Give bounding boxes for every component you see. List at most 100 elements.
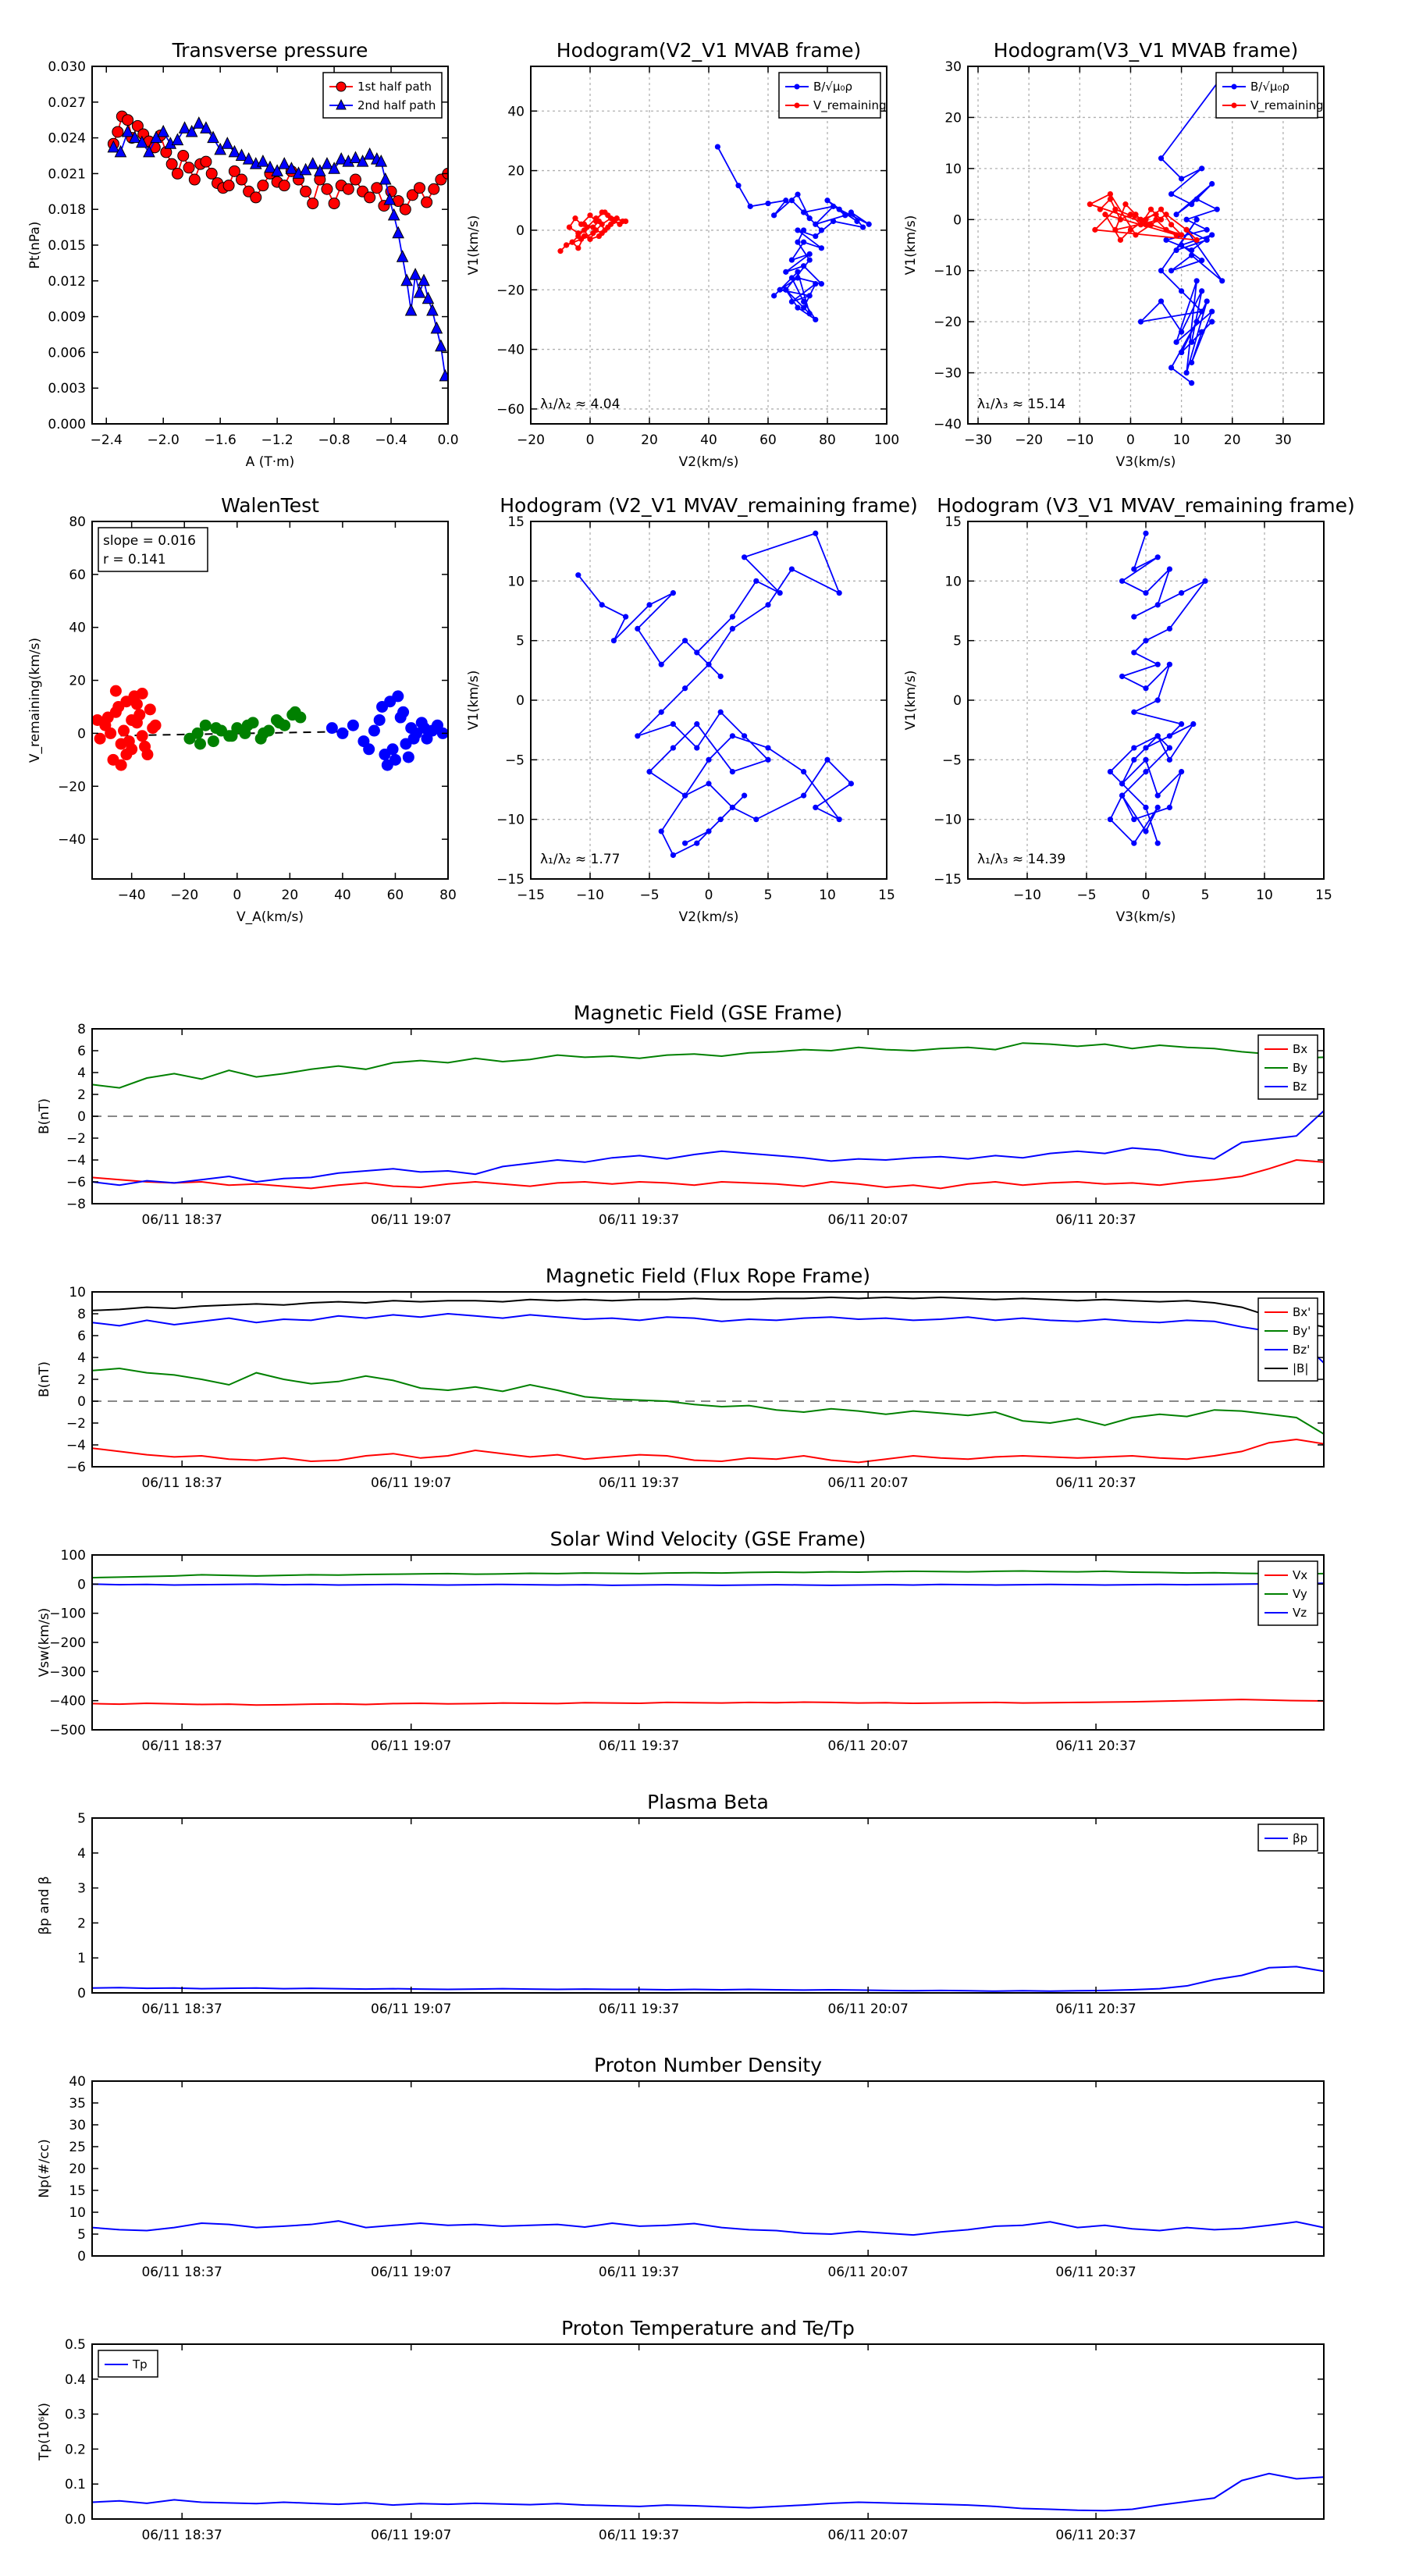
data-point <box>824 756 831 763</box>
y-tick-label: 5 <box>953 634 962 649</box>
data-point <box>1119 673 1126 680</box>
x-tick-label: 06/11 19:07 <box>371 1475 451 1491</box>
data-point <box>381 759 393 771</box>
data-point <box>1158 216 1165 222</box>
y-tick-label: 0.1 <box>65 2477 86 2492</box>
data-point <box>694 745 700 751</box>
axes-frame <box>91 521 449 880</box>
data-point <box>818 281 824 287</box>
data-point <box>122 114 134 126</box>
data-point <box>1143 590 1149 596</box>
data-point <box>1173 212 1179 218</box>
y-tick-label: 2 <box>77 1372 86 1388</box>
data-point <box>735 183 742 189</box>
data-point <box>376 700 389 713</box>
data-point <box>717 709 724 715</box>
x-tick-label: 0 <box>705 888 713 903</box>
data-point <box>1112 206 1119 212</box>
data-point <box>278 180 290 192</box>
y-tick-label: 8 <box>77 1307 86 1322</box>
y-tick-label: −40 <box>934 417 962 432</box>
y-axis-label: Vsw(km/s) <box>37 1608 52 1678</box>
y-tick-label: 10 <box>507 574 525 589</box>
data-point <box>1163 226 1169 233</box>
y-tick-label: 80 <box>69 514 86 530</box>
data-point <box>795 239 801 245</box>
ratio-annotation: λ₁/λ₂ ≈ 1.77 <box>540 852 620 867</box>
y-tick-label: −30 <box>934 366 962 382</box>
chart-title: Hodogram (V3_V1 MVAV_remaining frame) <box>937 494 1355 517</box>
data-point <box>670 852 677 859</box>
y-tick-label: 0 <box>953 693 962 709</box>
data-point <box>94 732 106 745</box>
data-point <box>128 130 141 144</box>
data-point <box>228 144 241 158</box>
ratio-annotation: λ₁/λ₃ ≈ 15.14 <box>977 397 1065 412</box>
legend: B/√μ₀ρ V_remaining <box>778 72 887 119</box>
data-point <box>1193 216 1200 222</box>
data-point <box>1143 685 1149 692</box>
y-tick-label: 10 <box>944 574 962 589</box>
data-point <box>801 239 807 245</box>
y-tick-label: −6 <box>66 1175 86 1190</box>
data-point <box>1193 278 1200 284</box>
chart-title: Proton Number Density <box>594 2054 822 2076</box>
data-point <box>765 756 771 763</box>
data-point <box>439 368 448 382</box>
data-point <box>115 759 127 771</box>
data-point <box>1158 155 1165 162</box>
data-point <box>682 638 688 644</box>
data-point <box>299 162 312 176</box>
data-point <box>1143 745 1149 751</box>
data-point <box>1131 817 1137 823</box>
data-point <box>788 257 795 263</box>
x-tick-label: −0.4 <box>375 432 407 448</box>
data-point <box>836 817 842 823</box>
plot-area <box>92 2472 1324 2512</box>
data-point <box>788 298 795 305</box>
x-tick-label: 06/11 18:37 <box>141 2001 222 2017</box>
data-point <box>1143 756 1149 763</box>
data-point <box>112 700 125 713</box>
data-point <box>349 173 361 186</box>
legend-marker <box>1231 102 1237 109</box>
y-tick-label: 20 <box>507 164 525 180</box>
legend-label: V_remaining <box>813 98 887 113</box>
series-line <box>92 1367 1324 1435</box>
data-point <box>242 151 255 165</box>
data-point <box>564 242 570 248</box>
y-axis-label: B(nT) <box>37 1361 52 1397</box>
series-0 <box>714 144 872 323</box>
x-tick-label: 40 <box>334 888 351 903</box>
data-point <box>765 200 771 207</box>
data-point <box>1199 329 1205 335</box>
plot-area <box>92 1570 1324 1706</box>
x-tick-label: −10 <box>1013 888 1041 903</box>
data-point <box>178 121 191 133</box>
data-point <box>572 215 578 222</box>
y-tick-label: −60 <box>496 402 525 418</box>
data-point <box>1127 226 1134 233</box>
data-point <box>1179 590 1185 596</box>
data-point <box>795 275 801 281</box>
data-point <box>1199 288 1205 294</box>
data-point <box>801 298 807 305</box>
plot-area <box>1107 530 1208 846</box>
axes-frame <box>530 66 887 425</box>
data-point <box>599 602 605 608</box>
y-tick-label: 20 <box>944 110 962 126</box>
series-line <box>92 1966 1324 1992</box>
data-point <box>418 722 431 735</box>
data-point <box>165 158 178 170</box>
y-tick-label: −20 <box>934 315 962 330</box>
ratio-annotation: λ₁/λ₃ ≈ 14.39 <box>977 852 1065 867</box>
data-point <box>1179 242 1185 248</box>
data-point <box>207 130 219 144</box>
y-tick-label: −15 <box>496 872 525 888</box>
chart-tp: Transverse pressure −2.4 −2.0 −1.6 −1.2 −0.8 −… <box>27 39 459 470</box>
data-point <box>1107 817 1113 823</box>
data-point <box>136 135 148 148</box>
legend-label: Bz' <box>1293 1343 1310 1357</box>
y-tick-label: 15 <box>507 514 525 530</box>
data-point <box>144 703 156 716</box>
